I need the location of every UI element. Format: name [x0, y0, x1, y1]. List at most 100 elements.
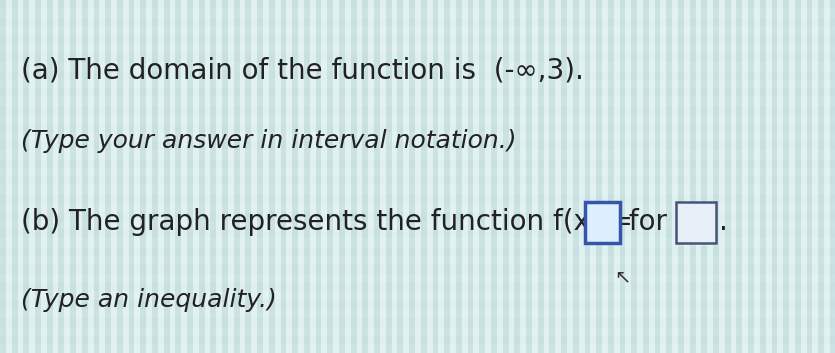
Bar [614, 0, 620, 353]
Bar [286, 0, 292, 353]
Bar [0, 212, 835, 221]
Bar [0, 88, 835, 97]
Bar [245, 0, 251, 353]
Bar [53, 0, 58, 353]
Bar [111, 0, 117, 353]
Text: .: . [719, 208, 728, 237]
Bar [544, 0, 549, 353]
Bar [526, 0, 532, 353]
Bar [164, 0, 170, 353]
Bar [368, 0, 374, 353]
Bar [824, 0, 830, 353]
Bar [257, 0, 263, 353]
Bar [0, 62, 835, 71]
Bar [228, 0, 234, 353]
Bar [643, 0, 649, 353]
Bar [58, 0, 64, 353]
Bar [0, 256, 835, 265]
Bar [0, 18, 835, 26]
Bar [0, 185, 835, 194]
Bar [234, 0, 240, 353]
Bar [754, 0, 760, 353]
Bar [0, 327, 835, 335]
Bar [655, 0, 660, 353]
Bar [0, 26, 835, 35]
Bar [596, 0, 602, 353]
Bar [0, 176, 835, 185]
Bar [123, 0, 129, 353]
Bar [427, 0, 433, 353]
Bar [807, 0, 812, 353]
Bar [696, 0, 701, 353]
Bar [0, 71, 835, 79]
Bar [275, 0, 281, 353]
Bar [0, 344, 835, 353]
Bar [6, 0, 12, 353]
Bar [99, 0, 105, 353]
Bar [555, 0, 561, 353]
Bar [690, 0, 696, 353]
Bar [146, 0, 152, 353]
Bar [549, 0, 555, 353]
Bar [444, 0, 450, 353]
Bar [631, 0, 637, 353]
Bar [684, 0, 690, 353]
Bar [0, 300, 835, 309]
Bar [777, 0, 783, 353]
Bar [450, 0, 456, 353]
Bar [538, 0, 544, 353]
FancyBboxPatch shape [584, 202, 620, 243]
Bar [205, 0, 210, 353]
Bar [397, 0, 403, 353]
Bar [584, 0, 590, 353]
Bar [269, 0, 275, 353]
Bar [380, 0, 386, 353]
Bar [105, 0, 111, 353]
Bar [736, 0, 742, 353]
Bar [468, 0, 473, 353]
Bar [222, 0, 228, 353]
Bar [567, 0, 573, 353]
Bar [0, 132, 835, 141]
Text: ↖: ↖ [615, 268, 631, 286]
Bar [608, 0, 614, 353]
Bar [316, 0, 321, 353]
Bar [76, 0, 82, 353]
Bar [327, 0, 333, 353]
Bar [772, 0, 777, 353]
Bar [795, 0, 801, 353]
Bar [801, 0, 807, 353]
Bar [602, 0, 608, 353]
Bar [479, 0, 485, 353]
Bar [491, 0, 497, 353]
Bar [620, 0, 625, 353]
Bar [304, 0, 310, 353]
Bar [345, 0, 351, 353]
Bar [240, 0, 245, 353]
Bar [421, 0, 427, 353]
Bar [403, 0, 409, 353]
Bar [579, 0, 584, 353]
Bar [0, 282, 835, 291]
Bar [0, 309, 835, 318]
Bar [351, 0, 357, 353]
Bar [0, 238, 835, 247]
Bar [199, 0, 205, 353]
Bar [210, 0, 216, 353]
Bar [707, 0, 713, 353]
Bar [783, 0, 789, 353]
Bar [321, 0, 327, 353]
Bar [818, 0, 824, 353]
Bar [409, 0, 415, 353]
Bar [672, 0, 678, 353]
Bar [0, 335, 835, 344]
Text: (a) The domain of the function is  (-∞,3).: (a) The domain of the function is (-∞,3)… [21, 56, 584, 85]
Bar [298, 0, 304, 353]
Bar [666, 0, 672, 353]
Bar [760, 0, 766, 353]
Bar [625, 0, 631, 353]
Bar [0, 124, 835, 132]
Bar [117, 0, 123, 353]
Bar [216, 0, 222, 353]
Bar [175, 0, 181, 353]
